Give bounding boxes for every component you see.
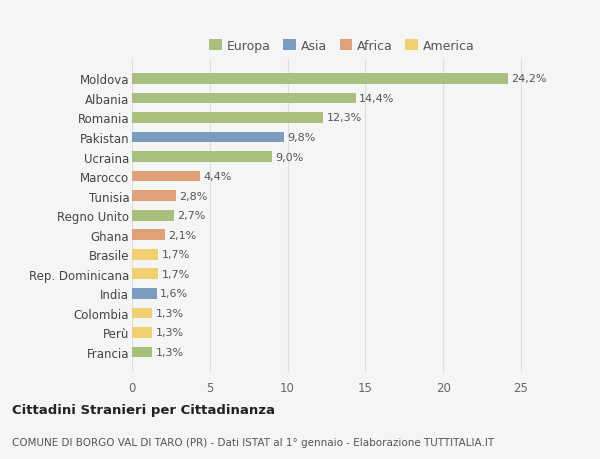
Text: 2,7%: 2,7%	[177, 211, 205, 221]
Bar	[132, 93, 356, 104]
Bar	[132, 288, 157, 299]
Bar	[132, 191, 176, 202]
Text: 2,8%: 2,8%	[179, 191, 207, 201]
Bar	[132, 210, 174, 221]
Text: 2,1%: 2,1%	[168, 230, 196, 240]
Text: 1,3%: 1,3%	[155, 308, 184, 318]
Text: 24,2%: 24,2%	[512, 74, 547, 84]
Text: Cittadini Stranieri per Cittadinanza: Cittadini Stranieri per Cittadinanza	[12, 403, 275, 416]
Text: 1,7%: 1,7%	[161, 250, 190, 260]
Bar	[132, 113, 323, 123]
Bar	[132, 152, 272, 162]
Text: COMUNE DI BORGO VAL DI TARO (PR) - Dati ISTAT al 1° gennaio - Elaborazione TUTTI: COMUNE DI BORGO VAL DI TARO (PR) - Dati …	[12, 437, 494, 447]
Bar	[132, 171, 200, 182]
Text: 9,8%: 9,8%	[287, 133, 316, 143]
Bar	[132, 327, 152, 338]
Bar	[132, 269, 158, 280]
Bar	[132, 74, 508, 84]
Bar	[132, 132, 284, 143]
Text: 1,7%: 1,7%	[161, 269, 190, 279]
Bar	[132, 249, 158, 260]
Bar	[132, 230, 164, 241]
Text: 1,3%: 1,3%	[155, 347, 184, 357]
Text: 4,4%: 4,4%	[203, 172, 232, 182]
Legend: Europa, Asia, Africa, America: Europa, Asia, Africa, America	[205, 35, 479, 58]
Text: 14,4%: 14,4%	[359, 94, 394, 104]
Text: 9,0%: 9,0%	[275, 152, 304, 162]
Bar	[132, 347, 152, 358]
Text: 1,3%: 1,3%	[155, 328, 184, 338]
Text: 12,3%: 12,3%	[326, 113, 362, 123]
Bar	[132, 308, 152, 319]
Text: 1,6%: 1,6%	[160, 289, 188, 299]
